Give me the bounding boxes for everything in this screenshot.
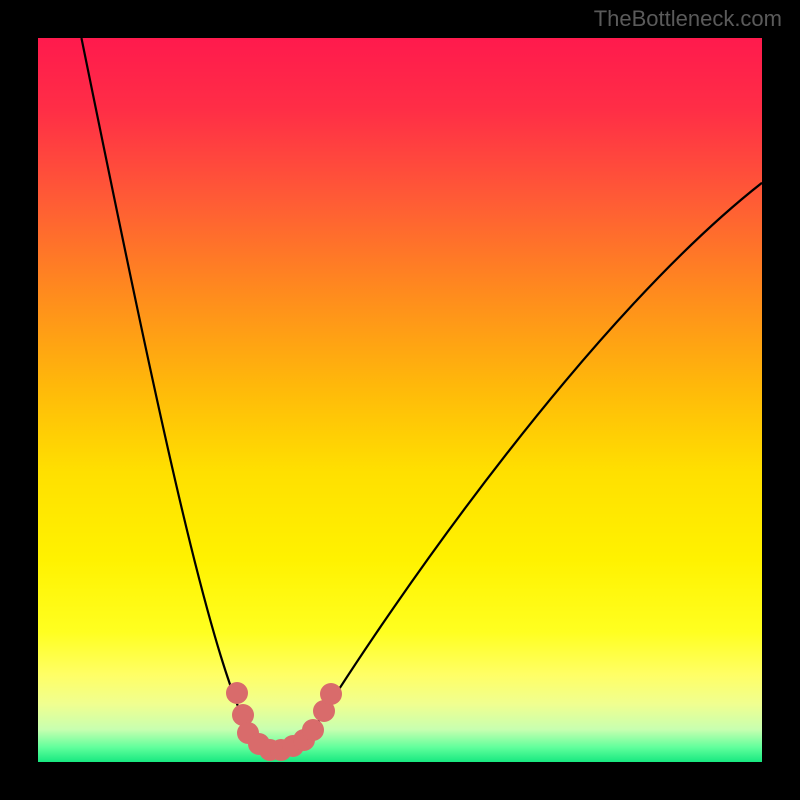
plot-area <box>38 38 762 762</box>
markers-layer <box>38 38 762 762</box>
data-marker <box>226 682 248 704</box>
data-marker <box>320 683 342 705</box>
data-marker <box>302 719 324 741</box>
watermark-text: TheBottleneck.com <box>594 6 782 32</box>
